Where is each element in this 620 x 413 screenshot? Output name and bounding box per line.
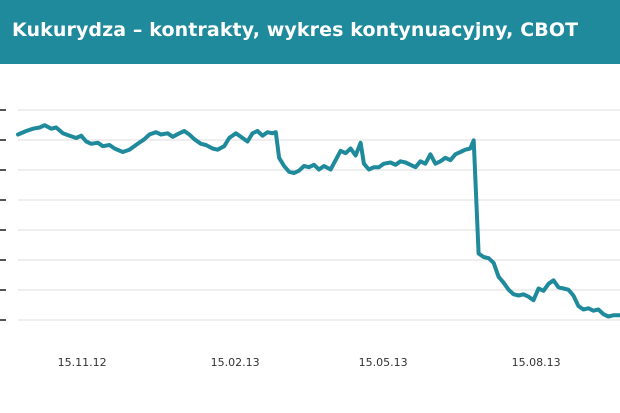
price-chart: 15.11.12 15.02.13 15.05.13 15.08.13 xyxy=(0,109,620,369)
x-axis-tick-labels: 15.11.12 15.02.13 15.05.13 15.08.13 xyxy=(58,356,561,369)
x-tick-label: 15.08.13 xyxy=(512,356,561,369)
x-tick-label: 15.02.13 xyxy=(211,356,260,369)
chart-title: Kukurydza – kontrakty, wykres kontynuacy… xyxy=(12,19,579,41)
chart-header: Kukurydza – kontrakty, wykres kontynuacy… xyxy=(0,0,620,64)
price-line xyxy=(16,123,620,319)
x-tick-label: 15.11.12 xyxy=(58,356,107,369)
x-tick-label: 15.05.13 xyxy=(359,356,408,369)
